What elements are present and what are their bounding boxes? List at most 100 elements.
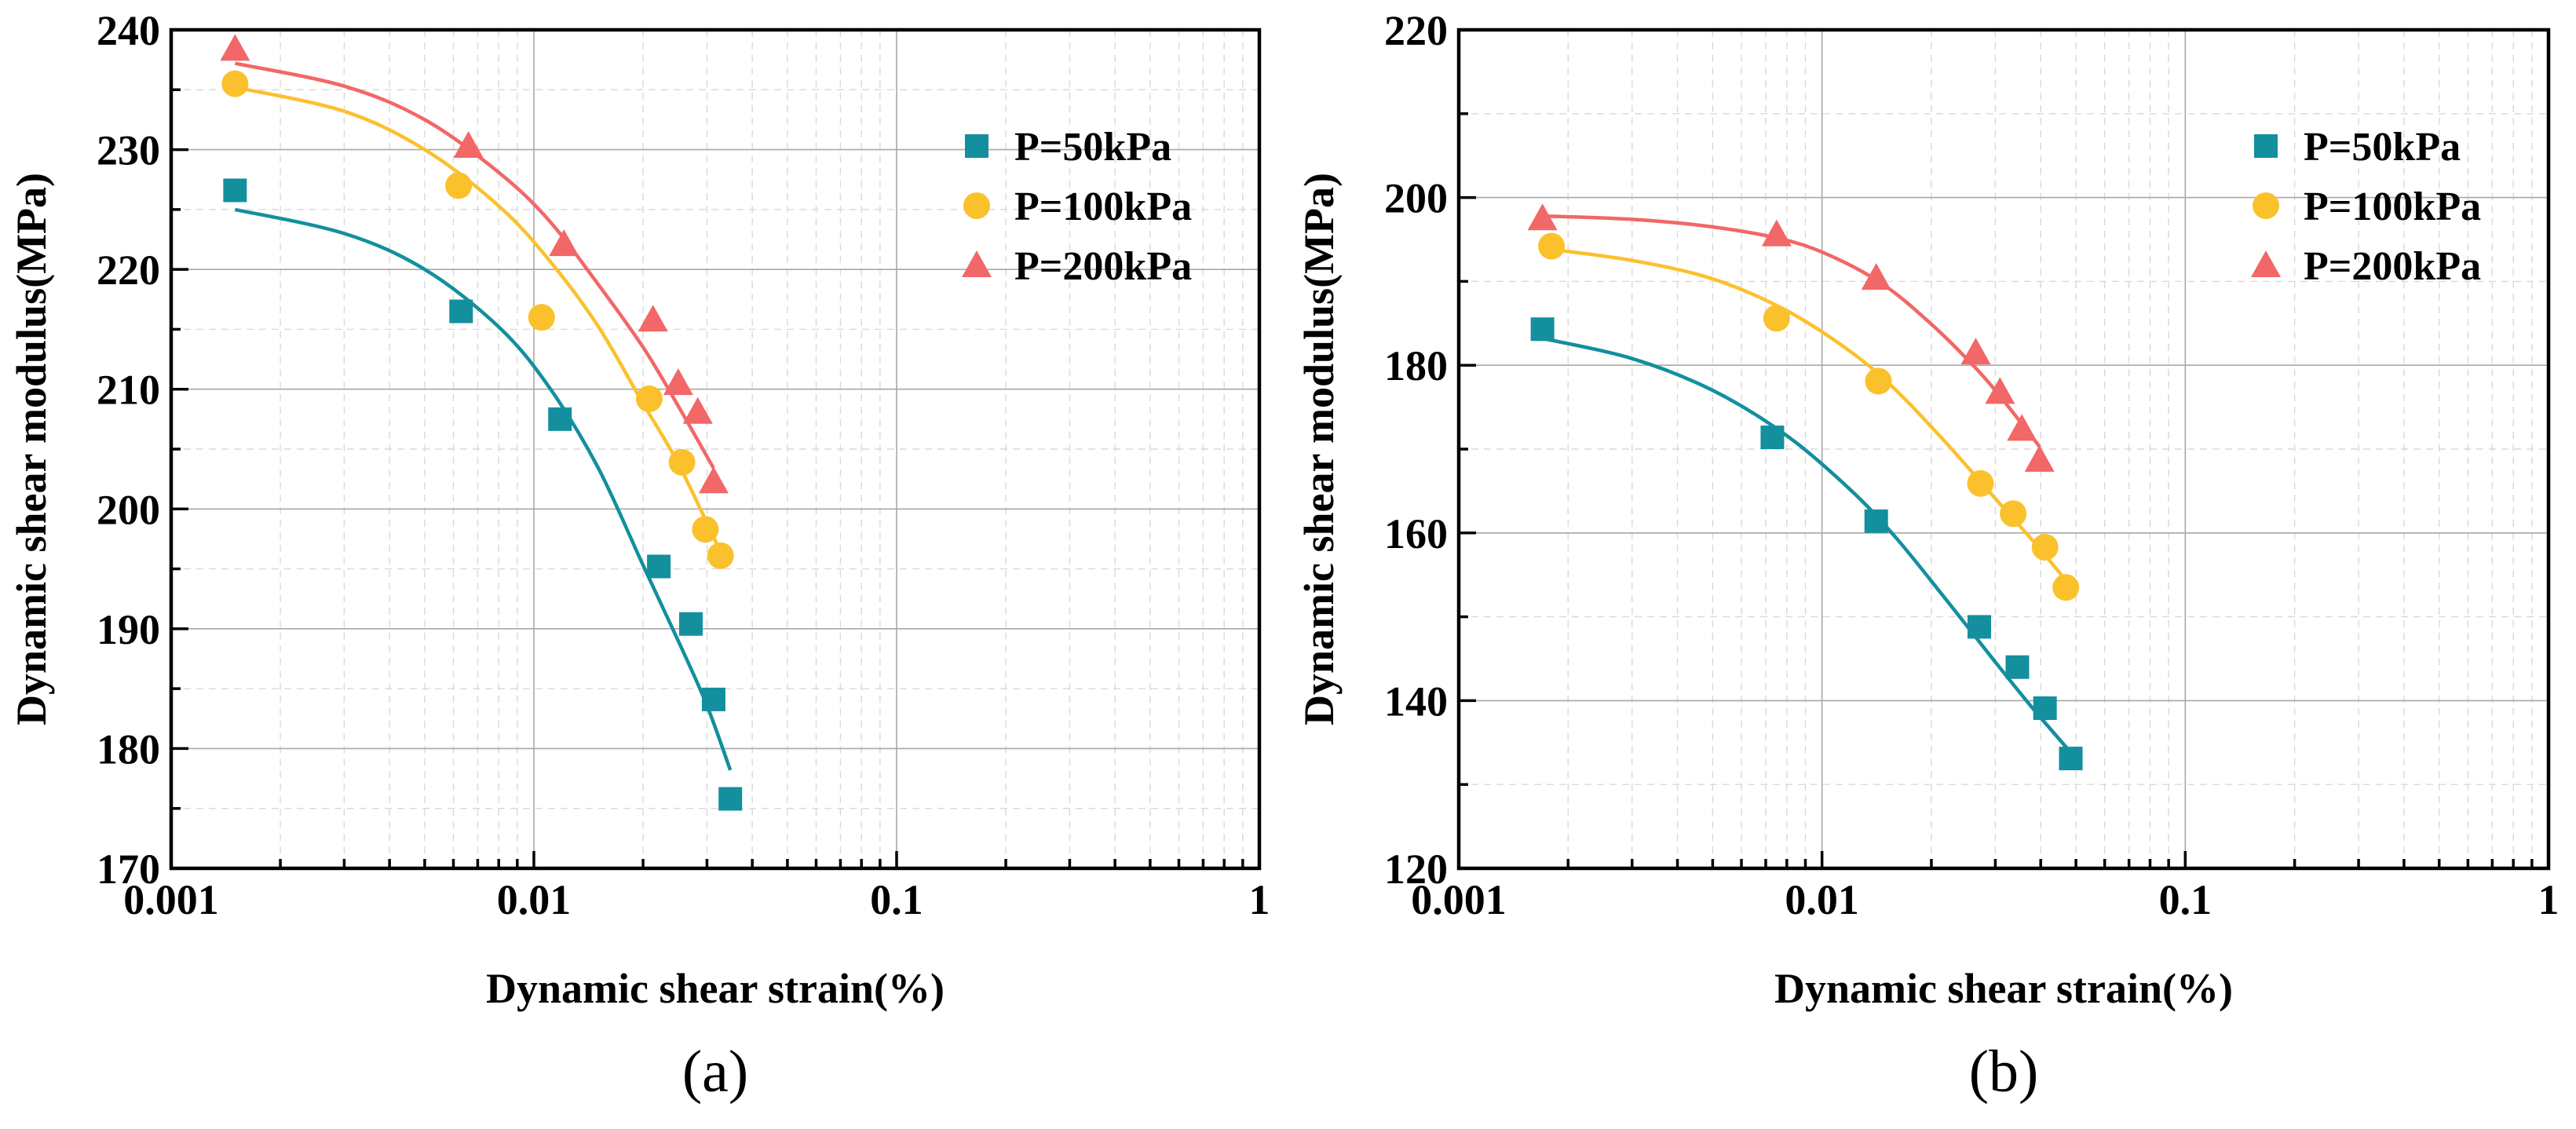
fit-curve-P=200kPa bbox=[234, 61, 715, 470]
data-point-P=50kPa bbox=[1760, 426, 1785, 450]
legend: P=50kPa P=100kPa P=200kPa bbox=[2251, 125, 2481, 289]
data-point-P=200kPa bbox=[663, 368, 693, 396]
data-point-P=100kPa bbox=[2000, 500, 2027, 528]
y-tick-label: 120 bbox=[1384, 846, 1448, 893]
markers-P=200kPa bbox=[220, 34, 729, 494]
legend-marker-P=50kPa bbox=[2254, 134, 2278, 158]
legend-marker-P=100kPa bbox=[2253, 192, 2279, 219]
plot-frame bbox=[1456, 27, 2551, 871]
data-point-P=100kPa bbox=[707, 542, 734, 569]
data-point-P=50kPa bbox=[2059, 747, 2083, 771]
data-point-P=200kPa bbox=[682, 396, 713, 424]
panel-label: (b) bbox=[1969, 1039, 2039, 1105]
x-tick-label: 0.1 bbox=[2159, 876, 2212, 923]
data-point-P=50kPa bbox=[701, 687, 725, 711]
markers-P=200kPa bbox=[1527, 203, 2055, 472]
chart-panel-a: 0.001 0.01 0.1 1 170 180 190 200 210 220 230 240 Dyn… bbox=[8, 7, 1270, 1105]
legend-marker-P=50kPa bbox=[965, 134, 988, 158]
data-point-P=100kPa bbox=[635, 385, 663, 412]
data-point-P=100kPa bbox=[1865, 367, 1892, 395]
data-point-P=200kPa bbox=[1527, 203, 1558, 231]
fit-curve-P=50kPa bbox=[234, 207, 733, 771]
y-tick-label: 140 bbox=[1384, 678, 1448, 725]
data-point-P=100kPa bbox=[1538, 232, 1566, 260]
legend-label: P=50kPa bbox=[2304, 125, 2461, 170]
markers-P=100kPa bbox=[1538, 232, 2080, 601]
data-point-P=100kPa bbox=[445, 172, 473, 199]
y-axis-title: Dynamic shear modulus(MPa) bbox=[8, 173, 55, 725]
fit-curve-P=100kPa bbox=[1551, 247, 2065, 578]
data-point-P=200kPa bbox=[638, 305, 668, 332]
legend-label: P=100kPa bbox=[1014, 185, 1192, 229]
series-P=50kPa bbox=[234, 207, 733, 771]
x-axis-title: Dynamic shear strain(%) bbox=[1774, 965, 2233, 1012]
data-point-P=200kPa bbox=[1960, 338, 1991, 365]
data-point-P=200kPa bbox=[1985, 377, 2015, 404]
data-point-P=100kPa bbox=[2031, 533, 2059, 561]
series-P=100kPa bbox=[1551, 247, 2065, 578]
data-point-P=100kPa bbox=[1763, 305, 1790, 332]
markers-P=100kPa bbox=[221, 70, 734, 569]
plot-area bbox=[220, 34, 743, 811]
markers-P=50kPa bbox=[1530, 317, 2083, 771]
series-P=200kPa bbox=[1542, 214, 2041, 448]
data-point-P=200kPa bbox=[2007, 414, 2037, 441]
plot-area bbox=[1527, 203, 2083, 771]
data-point-P=50kPa bbox=[2033, 696, 2057, 721]
x-tick-label: 0.001 bbox=[1411, 876, 1507, 923]
plot-frame bbox=[169, 27, 1262, 871]
data-point-P=50kPa bbox=[1967, 615, 1991, 639]
x-tick-label: 0.01 bbox=[497, 876, 572, 923]
data-point-P=100kPa bbox=[2052, 574, 2080, 601]
fit-curve-P=100kPa bbox=[234, 86, 722, 551]
data-point-P=50kPa bbox=[1530, 317, 1555, 342]
data-point-P=50kPa bbox=[548, 407, 572, 431]
x-tick-label: 0.001 bbox=[123, 876, 219, 923]
data-point-P=200kPa bbox=[1761, 219, 1792, 247]
data-point-P=200kPa bbox=[1861, 263, 1891, 290]
legend: P=50kPa P=100kPa P=200kPa bbox=[962, 125, 1192, 289]
x-tick-label: 0.1 bbox=[870, 876, 923, 923]
series-P=100kPa bbox=[234, 86, 722, 551]
data-point-P=100kPa bbox=[692, 516, 719, 543]
x-tick-label: 0.01 bbox=[1785, 876, 1859, 923]
y-tick-label: 230 bbox=[97, 127, 160, 174]
x-tick-label: 1 bbox=[2538, 876, 2560, 923]
y-tick-label: 220 bbox=[1384, 7, 1448, 54]
legend-marker-P=100kPa bbox=[963, 192, 990, 219]
series-P=200kPa bbox=[234, 61, 715, 470]
data-point-P=50kPa bbox=[647, 554, 671, 579]
data-point-P=50kPa bbox=[223, 178, 247, 203]
y-tick-label: 180 bbox=[1384, 342, 1448, 389]
data-point-P=50kPa bbox=[2005, 655, 2030, 679]
y-tick-label: 240 bbox=[97, 7, 160, 54]
panel-label: (a) bbox=[682, 1039, 748, 1105]
data-point-P=50kPa bbox=[718, 787, 743, 811]
markers-P=50kPa bbox=[223, 178, 743, 811]
y-tick-label: 160 bbox=[1384, 510, 1448, 557]
legend-label: P=200kPa bbox=[1014, 244, 1192, 289]
data-point-P=100kPa bbox=[668, 448, 696, 476]
y-tick-label: 200 bbox=[97, 486, 160, 533]
y-tick-label: 220 bbox=[97, 247, 160, 294]
y-tick-label: 210 bbox=[97, 367, 160, 414]
y-tick-label: 200 bbox=[1384, 175, 1448, 222]
data-point-P=100kPa bbox=[1967, 470, 1994, 497]
legend-marker-P=200kPa bbox=[962, 250, 992, 277]
fit-curve-P=200kPa bbox=[1542, 214, 2041, 448]
data-point-P=200kPa bbox=[698, 466, 729, 494]
x-tick-label: 1 bbox=[1249, 876, 1270, 923]
data-point-P=50kPa bbox=[1864, 509, 1888, 533]
legend-marker-P=200kPa bbox=[2251, 250, 2281, 277]
x-axis-title: Dynamic shear strain(%) bbox=[486, 965, 945, 1012]
chart-panel-b: 0.001 0.01 0.1 1 120 140 160 180 200 220 Dynamic s… bbox=[1295, 7, 2560, 1105]
data-point-P=200kPa bbox=[453, 130, 484, 158]
data-point-P=50kPa bbox=[679, 612, 703, 636]
data-point-P=200kPa bbox=[220, 34, 250, 61]
y-axis-title: Dynamic shear modulus(MPa) bbox=[1295, 173, 1343, 725]
y-tick-label: 180 bbox=[97, 725, 160, 773]
data-point-P=100kPa bbox=[528, 304, 555, 331]
data-point-P=100kPa bbox=[221, 70, 249, 97]
data-point-P=200kPa bbox=[549, 229, 579, 257]
